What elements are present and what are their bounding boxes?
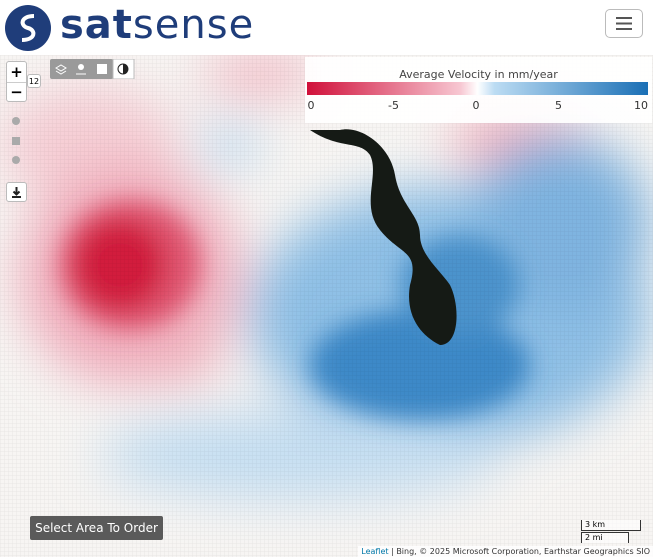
marker-icon[interactable] bbox=[78, 64, 84, 70]
menu-button[interactable] bbox=[605, 9, 643, 38]
legend-colorbar bbox=[307, 82, 648, 95]
zoom-level: 12 bbox=[27, 74, 41, 88]
legend-tick-label: 0 bbox=[472, 99, 480, 112]
legend-tick-label: -5 bbox=[388, 99, 399, 112]
map[interactable] bbox=[0, 55, 653, 557]
brand[interactable]: satsense bbox=[60, 2, 254, 48]
download-button[interactable] bbox=[6, 182, 27, 202]
menu-icon bbox=[616, 17, 632, 30]
legend: Average Velocity in mm/year 0 -5 0 5 10 bbox=[305, 57, 652, 123]
zoom-control: + − bbox=[6, 61, 27, 102]
brand-first: sat bbox=[60, 2, 133, 48]
attribution-text: | Bing, © 2025 Microsoft Corporation, Ea… bbox=[388, 547, 650, 556]
draw-tools bbox=[12, 117, 20, 164]
zoom-out[interactable]: − bbox=[10, 83, 23, 101]
legend-tick-label: 5 bbox=[555, 99, 562, 112]
logo-icon bbox=[5, 5, 51, 51]
legend-tick-label: 0 bbox=[307, 99, 315, 112]
toolbar bbox=[50, 59, 135, 79]
download-icon bbox=[12, 187, 21, 198]
zoom-in[interactable]: + bbox=[7, 62, 26, 83]
legend-title: Average Velocity in mm/year bbox=[399, 68, 558, 81]
layers-icon[interactable] bbox=[55, 64, 67, 75]
draw-point[interactable] bbox=[12, 156, 20, 164]
brand-second: sense bbox=[132, 2, 255, 48]
draw-circle[interactable] bbox=[12, 117, 20, 125]
header: satsense bbox=[0, 0, 653, 55]
scale-metric: 3 km bbox=[581, 520, 641, 531]
draw-rectangle[interactable] bbox=[12, 137, 20, 145]
leaflet-link[interactable]: Leaflet bbox=[361, 547, 389, 556]
scale-imperial: 2 mi bbox=[581, 532, 629, 543]
legend-tick-label: 10 bbox=[634, 99, 648, 112]
attribution: Leaflet | Bing, © 2025 Microsoft Corpora… bbox=[358, 546, 653, 557]
order-button[interactable]: Select Area To Order bbox=[30, 516, 163, 540]
filter-icon[interactable] bbox=[97, 64, 107, 74]
